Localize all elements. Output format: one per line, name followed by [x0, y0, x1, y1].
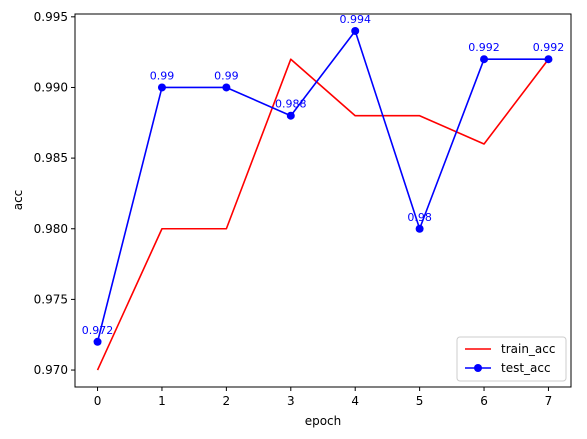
- y-tick-label: 0.990: [34, 80, 68, 94]
- series-line-test_acc: [96, 30, 549, 342]
- x-tick-label: 3: [287, 394, 295, 408]
- y-tick-label: 0.985: [34, 151, 68, 165]
- data-label: 0.988: [275, 98, 307, 111]
- data-point-test_acc: [544, 55, 553, 64]
- y-axis: 0.970 0.975 0.980 0.985 0.990 0.995: [34, 10, 75, 377]
- legend-label: test_acc: [501, 361, 551, 375]
- x-tick-label: 0: [94, 394, 102, 408]
- x-axis-title: epoch: [305, 414, 342, 428]
- y-tick-label: 0.970: [34, 363, 68, 377]
- data-point-test_acc: [415, 224, 424, 233]
- series-layer: [93, 26, 553, 371]
- data-label: 0.99: [150, 69, 175, 82]
- data-label: 0.99: [214, 69, 239, 82]
- legend-label: train_acc: [501, 342, 555, 356]
- x-tick-label: 7: [545, 394, 553, 408]
- x-tick-label: 4: [351, 394, 359, 408]
- series-line-train_acc: [96, 58, 550, 371]
- data-label: 0.98: [407, 211, 432, 224]
- legend-box: [456, 336, 567, 382]
- x-tick-label: 5: [416, 394, 424, 408]
- data-label: 0.992: [468, 41, 500, 54]
- data-label: 0.972: [82, 324, 114, 337]
- plot-area: [74, 13, 572, 388]
- data-point-test_acc: [286, 111, 295, 120]
- x-tick-label: 2: [223, 394, 231, 408]
- x-tick-label: 1: [158, 394, 166, 408]
- y-tick-label: 0.995: [34, 10, 68, 24]
- x-tick-label: 6: [480, 394, 488, 408]
- data-labels: 0.972 0.99 0.99 0.988 0.994 0.98 0.992 0.992: [82, 13, 564, 337]
- legend: train_acc test_acc: [456, 336, 567, 382]
- data-point-test_acc: [222, 83, 231, 92]
- data-point-test_acc: [157, 83, 166, 92]
- data-point-test_acc: [480, 55, 489, 64]
- data-point-test_acc: [351, 26, 360, 35]
- legend-marker-test_acc: [474, 364, 482, 372]
- y-tick-label: 0.980: [34, 222, 68, 236]
- plot-frame: [74, 13, 572, 388]
- data-point-test_acc: [93, 337, 102, 346]
- x-axis: 0 1 2 3 4 5 6 7: [94, 387, 553, 408]
- y-axis-title: acc: [11, 190, 25, 211]
- data-label: 0.994: [339, 13, 371, 26]
- data-label: 0.992: [533, 41, 565, 54]
- y-tick-label: 0.975: [34, 292, 68, 306]
